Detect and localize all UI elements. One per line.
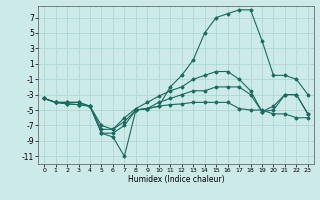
X-axis label: Humidex (Indice chaleur): Humidex (Indice chaleur) bbox=[128, 175, 224, 184]
